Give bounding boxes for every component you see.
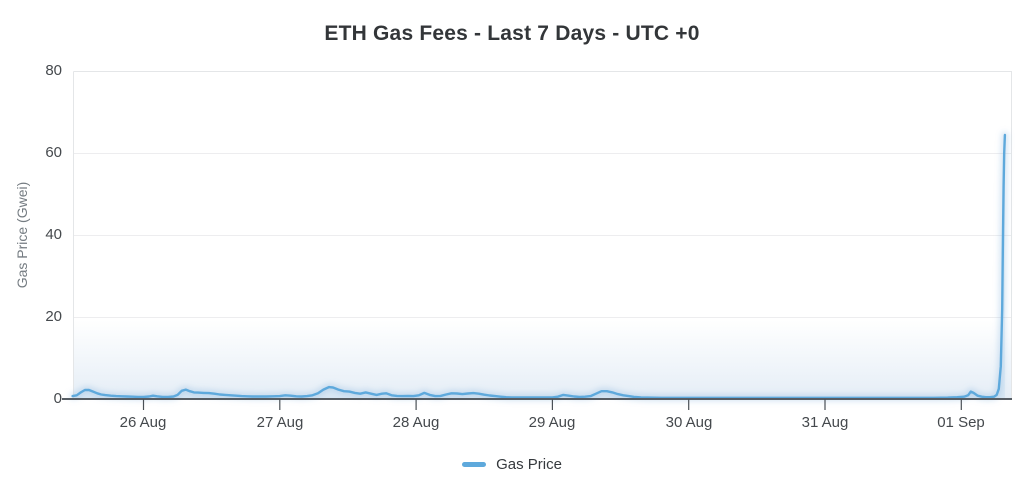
y-tick-20: 20 xyxy=(45,308,62,325)
legend-item-gas-price[interactable]: Gas Price xyxy=(462,456,562,473)
x-tick-30-aug: 30 Aug xyxy=(665,414,713,431)
x-tick-28-aug: 28 Aug xyxy=(392,414,440,431)
x-tick-27-aug: 27 Aug xyxy=(256,414,304,431)
y-tick-40: 40 xyxy=(45,226,62,243)
x-tick-01-sep: 01 Sep xyxy=(937,414,985,431)
plot-border xyxy=(73,71,1012,399)
legend: Gas Price xyxy=(0,456,1024,473)
x-tick-31-aug: 31 Aug xyxy=(801,414,849,431)
x-tick-29-aug: 29 Aug xyxy=(528,414,576,431)
y-tick-80: 80 xyxy=(45,62,62,79)
y-tick-0: 0 xyxy=(53,390,62,407)
y-tick-60: 60 xyxy=(45,144,62,161)
plot-bottom-haze xyxy=(74,320,1011,398)
x-tick-26-aug: 26 Aug xyxy=(119,414,167,431)
x-axis-tick-marks xyxy=(142,399,962,410)
gas-price-legend-marker-icon xyxy=(462,462,487,467)
legend-label: Gas Price xyxy=(496,456,562,473)
gas-price-line[interactable] xyxy=(71,133,1007,399)
chart-title: ETH Gas Fees - Last 7 Days - UTC +0 xyxy=(324,22,700,45)
